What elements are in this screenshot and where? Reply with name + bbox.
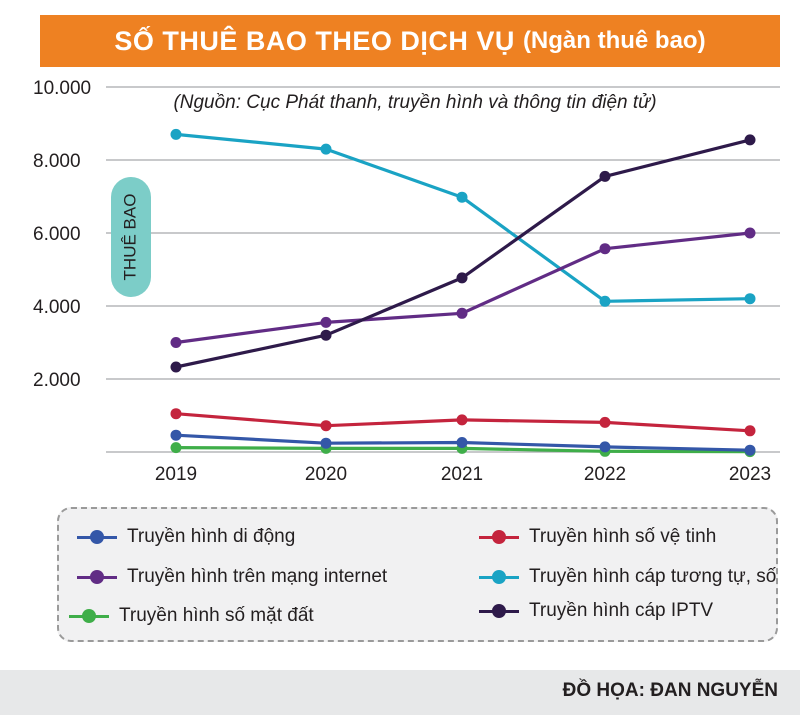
legend-label: Truyền hình cáp tương tự, số — [529, 566, 777, 587]
data-point — [744, 444, 756, 456]
series-group — [170, 408, 756, 437]
legend-item: Truyền hình trên mạng internet — [77, 566, 387, 588]
data-point — [320, 329, 332, 341]
data-point — [320, 316, 332, 328]
y-tick-label: 10.000 — [33, 78, 91, 99]
legend-label: Truyền hình di động — [127, 526, 296, 547]
y-tick-label: 6.000 — [33, 224, 81, 245]
x-tick-label: 2021 — [441, 464, 483, 485]
legend-label: Truyền hình cáp IPTV — [529, 600, 714, 621]
y-tick-label: 8.000 — [33, 151, 81, 172]
data-point — [320, 437, 332, 449]
line-chart: 2.000 4.000 6.000 8.000 10.000 2019 2020 2021 20… — [33, 78, 780, 485]
series-line — [175, 231, 751, 345]
data-point — [170, 361, 182, 373]
chart-title: SỐ THUÊ BAO THEO DỊCH VỤ — [114, 25, 515, 56]
gridlines — [106, 86, 780, 453]
x-tick-label: 2020 — [305, 464, 347, 485]
data-point — [744, 227, 756, 239]
series-group — [170, 134, 756, 373]
data-point — [456, 191, 468, 203]
data-point — [599, 441, 611, 453]
data-point — [744, 293, 756, 305]
legend: Truyền hình di động Truyền hình số vệ ti… — [57, 507, 778, 642]
legend-item: Truyền hình cáp tương tự, số — [479, 566, 776, 588]
data-point — [744, 134, 756, 146]
legend-label: Truyền hình số vệ tinh — [529, 526, 717, 547]
data-point — [320, 143, 332, 155]
legend-label: Truyền hình trên mạng internet — [127, 566, 388, 587]
chart-title-banner: SỐ THUÊ BAO THEO DỊCH VỤ (Ngàn thuê bao) — [40, 15, 780, 67]
legend-marker — [77, 530, 117, 544]
chart-unit: (Ngàn thuê bao) — [522, 27, 706, 54]
legend-marker — [479, 604, 519, 618]
axis-labels: 2.000 4.000 6.000 8.000 10.000 2019 2020 2021 20… — [33, 78, 771, 485]
legend-item: Truyền hình số mặt đất — [69, 605, 314, 627]
data-point — [320, 420, 332, 432]
data-point — [456, 272, 468, 284]
legend-item: Truyền hình số vệ tinh — [479, 526, 716, 548]
source-note: (Nguồn: Cục Phát thanh, truyền hình và t… — [173, 92, 656, 113]
y-tick-label: 2.000 — [33, 370, 81, 391]
data-point — [456, 414, 468, 426]
y-tick-label: 4.000 — [33, 297, 81, 318]
data-point — [456, 307, 468, 319]
data-point — [599, 243, 611, 255]
y-axis-badge: THUÊ BAO — [111, 177, 151, 297]
data-point — [599, 170, 611, 182]
series-line — [175, 138, 751, 369]
legend-marker — [77, 570, 117, 584]
data-point — [170, 128, 182, 140]
legend-label: Truyền hình số mặt đất — [119, 605, 314, 626]
data-point — [170, 408, 182, 420]
data-point — [599, 416, 611, 428]
data-point — [456, 437, 468, 448]
data-point — [170, 337, 182, 348]
data-point — [599, 295, 611, 307]
legend-marker — [479, 530, 519, 544]
x-tick-label: 2023 — [729, 464, 771, 485]
data-point — [170, 442, 182, 454]
y-axis-label: THUÊ BAO — [120, 194, 139, 281]
legend-item: Truyền hình di động — [77, 526, 295, 548]
x-tick-label: 2019 — [155, 464, 197, 485]
y-axis-badge-bg — [111, 177, 151, 297]
series-group — [170, 429, 756, 456]
data-point — [170, 429, 182, 441]
credit-bar: ĐỒ HỌA: ĐAN NGUYỄN — [0, 670, 800, 715]
data-point — [744, 425, 756, 437]
legend-item: Truyền hình cáp IPTV — [479, 600, 713, 622]
legend-marker — [479, 570, 519, 584]
legend-marker — [69, 609, 109, 623]
series-lines — [170, 128, 756, 458]
series-group — [170, 227, 756, 348]
x-tick-label: 2022 — [584, 464, 626, 485]
graphic-credit: ĐỒ HỌA: ĐAN NGUYỄN — [562, 680, 778, 701]
series-group — [170, 128, 756, 307]
